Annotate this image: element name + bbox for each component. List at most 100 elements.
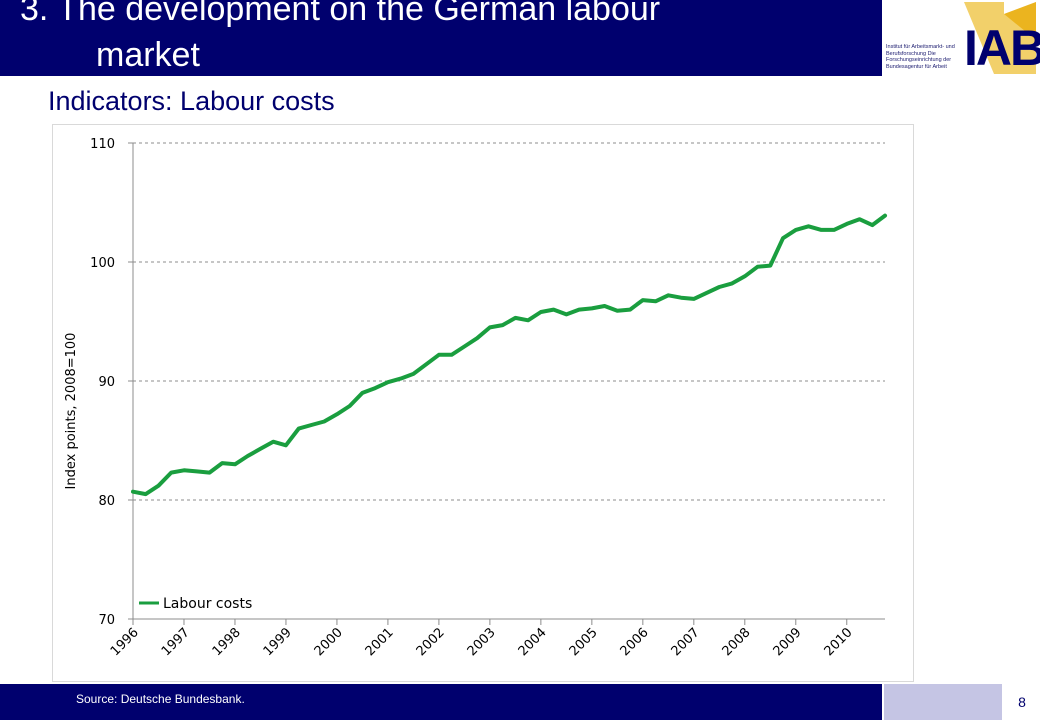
data-point bbox=[233, 462, 237, 466]
iab-logo: Institut für Arbeitsmarkt- und Berufsfor… bbox=[884, 0, 1040, 76]
legend: Labour costs bbox=[139, 596, 252, 612]
y-tick-label: 80 bbox=[98, 494, 115, 509]
data-point bbox=[258, 447, 263, 451]
data-point bbox=[845, 222, 849, 226]
data-point bbox=[857, 217, 862, 221]
data-point bbox=[590, 306, 594, 310]
source-note: Source: Deutsche Bundesbank. bbox=[76, 692, 245, 706]
x-tick-label: 1997 bbox=[159, 625, 193, 659]
y-tick-label: 100 bbox=[90, 256, 115, 271]
y-tick-label: 70 bbox=[98, 613, 115, 628]
data-point bbox=[794, 228, 798, 232]
x-tick-label: 2009 bbox=[771, 625, 805, 659]
data-point bbox=[309, 423, 313, 427]
data-point bbox=[539, 310, 543, 314]
data-point bbox=[832, 228, 836, 232]
x-tick-label: 1996 bbox=[108, 625, 142, 659]
data-point bbox=[386, 380, 390, 384]
data-point bbox=[131, 490, 135, 494]
data-point bbox=[883, 214, 887, 218]
data-point bbox=[220, 461, 224, 465]
data-point bbox=[182, 468, 186, 472]
slide-subtitle: Indicators: Labour costs bbox=[48, 86, 335, 116]
data-point bbox=[169, 471, 173, 475]
data-point bbox=[144, 492, 148, 496]
data-point bbox=[730, 281, 734, 285]
data-point bbox=[360, 391, 364, 395]
data-point bbox=[705, 291, 709, 295]
data-point bbox=[297, 427, 301, 431]
data-point bbox=[768, 264, 772, 268]
y-tick-label: 110 bbox=[90, 137, 115, 152]
logo-graphic-icon bbox=[964, 2, 1036, 74]
data-point bbox=[755, 265, 760, 269]
logo-institute-text: Institut für Arbeitsmarkt- und Berufsfor… bbox=[886, 44, 955, 70]
data-point bbox=[207, 471, 212, 475]
title-bar: 3. The development on the German labour … bbox=[0, 0, 882, 76]
x-tick-label: 1998 bbox=[210, 625, 244, 659]
series-group bbox=[131, 213, 887, 497]
x-tick-label: 2004 bbox=[516, 625, 550, 659]
data-point bbox=[564, 312, 568, 316]
data-point bbox=[654, 299, 658, 303]
logo-wordmark: IAB bbox=[964, 20, 1040, 76]
data-point bbox=[526, 318, 530, 322]
data-point bbox=[513, 316, 517, 320]
data-point bbox=[411, 372, 415, 376]
x-tick-label: 1999 bbox=[261, 625, 295, 659]
data-point bbox=[399, 377, 403, 381]
x-tick-label: 2003 bbox=[465, 625, 499, 659]
series-line-labour-costs bbox=[131, 213, 887, 497]
data-point bbox=[450, 353, 454, 357]
data-point bbox=[424, 362, 428, 366]
data-point bbox=[615, 309, 619, 313]
data-point bbox=[717, 285, 721, 289]
data-point bbox=[156, 484, 161, 488]
x-tick-label: 2007 bbox=[669, 625, 703, 659]
data-point bbox=[437, 353, 441, 357]
data-point bbox=[870, 223, 874, 227]
page-number: 8 bbox=[1004, 684, 1040, 720]
x-tick-label: 2000 bbox=[312, 625, 346, 659]
x-tick-label: 2001 bbox=[363, 625, 397, 659]
data-point bbox=[641, 298, 645, 302]
y-axis-label: Index points, 2008=100 bbox=[64, 333, 79, 490]
data-point bbox=[271, 440, 275, 444]
data-point bbox=[335, 412, 339, 416]
x-tick-label: 2008 bbox=[720, 625, 754, 659]
data-point bbox=[666, 293, 670, 297]
x-tick-label: 2010 bbox=[822, 625, 856, 659]
x-tick-label: 2005 bbox=[567, 625, 601, 659]
data-point bbox=[475, 336, 479, 340]
data-point bbox=[195, 469, 199, 473]
data-point bbox=[373, 386, 377, 390]
data-point bbox=[322, 419, 326, 424]
data-point bbox=[462, 344, 466, 349]
data-point bbox=[246, 454, 250, 458]
data-point bbox=[679, 296, 683, 300]
data-point bbox=[603, 304, 607, 308]
data-point bbox=[552, 308, 556, 312]
slide-title-line2: market bbox=[96, 36, 200, 74]
data-point bbox=[743, 274, 747, 278]
data-point bbox=[692, 297, 696, 301]
slide-title-line1: 3. The development on the German labour bbox=[20, 0, 661, 28]
data-point bbox=[781, 236, 785, 240]
data-point bbox=[628, 308, 632, 312]
y-tick-label: 90 bbox=[98, 375, 115, 390]
data-point bbox=[488, 325, 492, 329]
x-tick-label: 2002 bbox=[414, 625, 448, 659]
chart-area: 70 80 90 100 110 1996 1997 1998 1999 2000 2001 200… bbox=[52, 124, 914, 682]
data-point bbox=[501, 323, 505, 327]
data-point bbox=[819, 228, 823, 232]
data-point bbox=[284, 443, 288, 447]
footer-accent-box bbox=[884, 684, 1002, 720]
footer-bar: Source: Deutsche Bundesbank. bbox=[0, 684, 882, 720]
x-axis: 1996 1997 1998 1999 2000 2001 2002 2003 2004 2005… bbox=[108, 618, 885, 659]
legend-label: Labour costs bbox=[163, 596, 252, 612]
data-point bbox=[348, 404, 352, 408]
slide-title: 3. The development on the German labour … bbox=[20, 0, 840, 76]
y-axis: 70 80 90 100 110 bbox=[90, 137, 134, 628]
data-point bbox=[806, 224, 811, 228]
data-point bbox=[577, 308, 581, 312]
